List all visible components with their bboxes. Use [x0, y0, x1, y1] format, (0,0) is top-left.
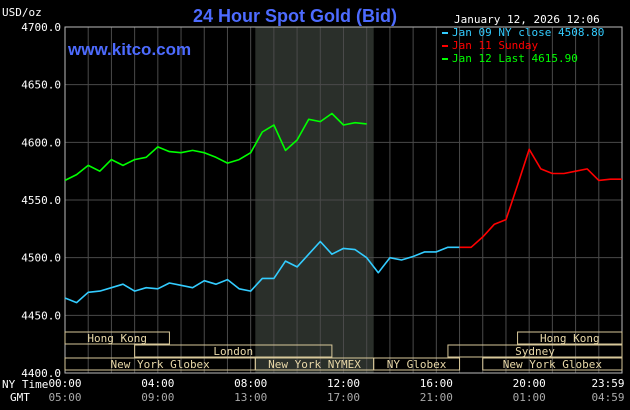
- session-label: New York Globex: [503, 358, 603, 371]
- chart-title: 24 Hour Spot Gold (Bid): [193, 6, 397, 26]
- session-box: [517, 331, 623, 345]
- y-tick-label: 4400.0: [21, 367, 61, 380]
- legend-entry: Jan 11 Sunday: [452, 39, 538, 52]
- x-tick-label: 12:00: [327, 377, 360, 390]
- price-series: [64, 112, 622, 304]
- plot-frame: [64, 26, 623, 374]
- x-tick-label: 23:59: [591, 377, 624, 390]
- x-axis-ny-time-label: NY Time: [2, 378, 48, 391]
- session-label: London: [213, 345, 253, 358]
- session-label: New York NYMEX: [268, 358, 361, 371]
- y-tick-labels: 4700.0 4650.0 4600.0 4550.0 4500.0 4450.0 4400…: [21, 21, 61, 380]
- legend-entry: Jan 12 Last 4615.90: [452, 52, 578, 65]
- x-tick-label-gmt: 01:00: [513, 391, 546, 404]
- x-tick-label-gmt: 09:00: [141, 391, 174, 404]
- session-box: [64, 331, 170, 345]
- session-label: Hong Kong: [87, 332, 147, 345]
- series-line: [459, 148, 622, 249]
- session-label: NY Globex: [387, 358, 447, 371]
- x-tick-label-gmt: 17:00: [327, 391, 360, 404]
- y-tick-label: 4700.0: [21, 21, 61, 34]
- session-box: [134, 344, 333, 358]
- series-line: [64, 240, 460, 304]
- y-tick-label: 4550.0: [21, 194, 61, 207]
- session-label: New York Globex: [110, 358, 210, 371]
- x-tick-label-gmt: 04:59: [591, 391, 624, 404]
- x-tick-label: 04:00: [141, 377, 174, 390]
- y-tick-label: 4450.0: [21, 309, 61, 322]
- legend-entry: Jan 09 NY close 4508.80: [452, 26, 604, 39]
- x-tick-label: 16:00: [420, 377, 453, 390]
- x-tick-label: 20:00: [513, 377, 546, 390]
- grid-lines: [65, 27, 622, 373]
- session-box: [482, 357, 623, 371]
- site-watermark: www.kitco.com: [67, 40, 191, 59]
- session-label: Sydney: [515, 345, 555, 358]
- x-tick-label-gmt: 21:00: [420, 391, 453, 404]
- y-tick-label: 4600.0: [21, 136, 61, 149]
- session-box: [373, 357, 461, 371]
- x-tick-labels: 00:00 04:00 08:00 12:00 16:00 20:00 23:59 05:00…: [48, 377, 624, 404]
- x-axis-gmt-label: GMT: [10, 391, 30, 404]
- series-line: [64, 112, 367, 182]
- y-tick-label: 4650.0: [21, 79, 61, 92]
- x-tick-label-gmt: 13:00: [234, 391, 267, 404]
- y-tick-label: 4500.0: [21, 252, 61, 265]
- x-tick-label: 00:00: [48, 377, 81, 390]
- x-tick-label-gmt: 05:00: [48, 391, 81, 404]
- y-axis-unit-label: USD/oz: [2, 6, 42, 19]
- datetime-label: January 12, 2026 12:06: [454, 13, 600, 26]
- x-tick-label: 08:00: [234, 377, 267, 390]
- session-box: [447, 344, 623, 358]
- session-label: Hong Kong: [540, 332, 600, 345]
